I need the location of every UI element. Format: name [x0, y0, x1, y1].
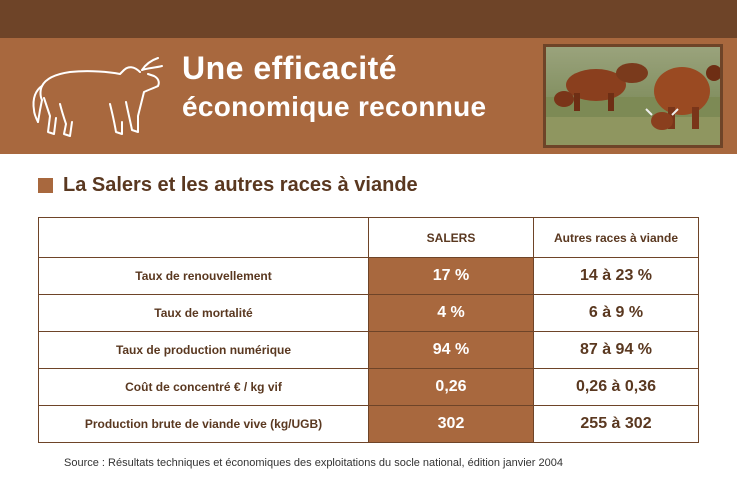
table-row: Production brute de viande vive (kg/UGB)…: [38, 405, 699, 443]
cow-outline-icon: [32, 57, 163, 137]
table-header-row: SALERS Autres races à viande: [38, 217, 699, 258]
source-note: Source : Résultats techniques et économi…: [64, 457, 563, 469]
salers-value: 17 %: [368, 257, 534, 295]
salers-value: 0,26: [368, 368, 534, 406]
other-value: 87 à 94 %: [533, 331, 699, 369]
table-header-empty: [38, 217, 369, 258]
other-value: 6 à 9 %: [533, 294, 699, 332]
other-value: 0,26 à 0,36: [533, 368, 699, 406]
row-label: Coût de concentré € / kg vif: [38, 368, 369, 406]
square-bullet-icon: [38, 178, 53, 193]
table-row: Taux de mortalité 4 % 6 à 9 %: [38, 294, 699, 332]
other-value: 255 à 302: [533, 405, 699, 443]
table-row: Taux de production numérique 94 % 87 à 9…: [38, 331, 699, 369]
table-row: Coût de concentré € / kg vif 0,26 0,26 à…: [38, 368, 699, 406]
table-header-other: Autres races à viande: [533, 217, 699, 258]
title-line-1: Une efficacité: [182, 50, 398, 86]
salers-value: 302: [368, 405, 534, 443]
table-row: Taux de renouvellement 17 % 14 à 23 %: [38, 257, 699, 295]
row-label: Taux de mortalité: [38, 294, 369, 332]
salers-value: 4 %: [368, 294, 534, 332]
row-label: Taux de production numérique: [38, 331, 369, 369]
salers-value: 94 %: [368, 331, 534, 369]
title-line-2: économique reconnue: [182, 90, 487, 122]
section-heading: La Salers et les autres races à viande: [38, 174, 418, 197]
other-value: 14 à 23 %: [533, 257, 699, 295]
row-label: Taux de renouvellement: [38, 257, 369, 295]
page-title: Une efficacité économique reconnue: [182, 50, 486, 123]
top-band: [0, 0, 737, 38]
cattle-photo: [543, 44, 723, 148]
table-header-salers: SALERS: [368, 217, 534, 258]
comparison-table: SALERS Autres races à viande Taux de ren…: [38, 217, 699, 443]
section-heading-text: La Salers et les autres races à viande: [63, 174, 418, 196]
row-label: Production brute de viande vive (kg/UGB): [38, 405, 369, 443]
